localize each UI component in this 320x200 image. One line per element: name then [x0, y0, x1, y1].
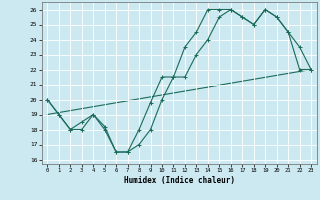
X-axis label: Humidex (Indice chaleur): Humidex (Indice chaleur) [124, 176, 235, 185]
